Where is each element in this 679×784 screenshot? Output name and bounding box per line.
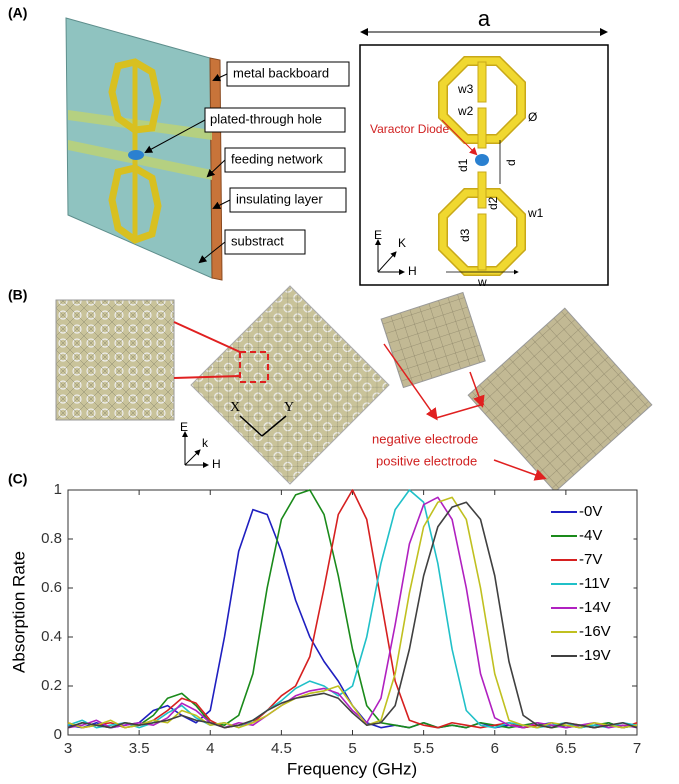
- dimension-label: w: [477, 275, 487, 289]
- photos: [55, 285, 653, 493]
- series-line: [67, 489, 638, 729]
- y-tick-label: 0.6: [41, 579, 62, 596]
- x-tick-label: 5: [348, 740, 356, 757]
- x-tick-label: 4.5: [271, 740, 292, 757]
- y-tick-label: 0.2: [41, 677, 62, 694]
- y-tick-label: 0: [54, 726, 62, 743]
- legend-label: -0V: [579, 503, 602, 520]
- plot-frame: [67, 489, 638, 736]
- x-tick-label: 3: [64, 740, 72, 757]
- panel-label: (B): [8, 287, 27, 303]
- dimension-label: d2: [486, 196, 500, 210]
- legend-label: -4V: [579, 527, 602, 544]
- panel-label: (A): [8, 5, 27, 21]
- x-tick-label: 6.5: [555, 740, 576, 757]
- electrode-label: positive electrode: [376, 453, 477, 468]
- callout: metal backboard: [233, 65, 329, 80]
- dimension-label: w1: [527, 206, 544, 220]
- board-3d: [65, 17, 223, 281]
- legend-label: -16V: [579, 623, 611, 640]
- x-tick-label: 6: [491, 740, 499, 757]
- axis-letter: X: [230, 400, 240, 415]
- plot: 3 3.5 4 4.5 5 5.5 6 6.5 7 0 0.2 0.4 0.6 0.8 1 -0V -4V -7V…: [41, 481, 641, 757]
- x-tick-label: 4: [206, 740, 214, 757]
- legend-label: -11V: [579, 575, 610, 592]
- dimension-label: Ø: [528, 110, 537, 124]
- x-tick-label: 7: [633, 740, 641, 757]
- y-tick-label: 0.4: [41, 628, 62, 645]
- y-tick-label: 0.8: [41, 530, 62, 547]
- legend-label: -7V: [579, 551, 602, 568]
- period-label: a: [478, 6, 491, 31]
- series-line: [67, 501, 638, 729]
- callout: plated-through hole: [210, 111, 322, 126]
- dimension-label: w2: [457, 104, 474, 118]
- unit-cell: [359, 28, 609, 286]
- legend-box: [546, 497, 634, 675]
- series-line: [67, 496, 638, 729]
- callout: feeding network: [231, 151, 323, 166]
- dimension-label: Varactor Diode: [370, 122, 449, 136]
- panel-label: (C): [8, 471, 27, 487]
- x-tick-label: 5.5: [413, 740, 434, 757]
- callouts: [144, 61, 350, 264]
- y-tick-label: 1: [54, 481, 62, 498]
- dimension-label: d: [504, 159, 518, 166]
- legend-label: -14V: [579, 599, 611, 616]
- dimension-label: d3: [458, 228, 472, 242]
- axis-letter: K: [398, 236, 406, 250]
- axis-letter: H: [212, 457, 221, 471]
- x-axis-label: Frequency (GHz): [287, 759, 417, 778]
- dimension-label: d1: [456, 158, 470, 172]
- axis-letter: E: [180, 420, 188, 434]
- axis-letter: k: [202, 436, 209, 450]
- dimension-label: w3: [457, 82, 474, 96]
- callout: insulating layer: [236, 191, 323, 206]
- callout: substract: [231, 233, 284, 248]
- axis-letter: Y: [284, 400, 294, 415]
- y-axis-label: Absorption Rate: [9, 551, 28, 673]
- legend-label: -19V: [579, 647, 611, 664]
- x-tick-label: 3.5: [129, 740, 150, 757]
- electrode-label: negative electrode: [372, 431, 478, 446]
- axis-letter: H: [408, 264, 417, 278]
- axis-letter: E: [374, 228, 382, 242]
